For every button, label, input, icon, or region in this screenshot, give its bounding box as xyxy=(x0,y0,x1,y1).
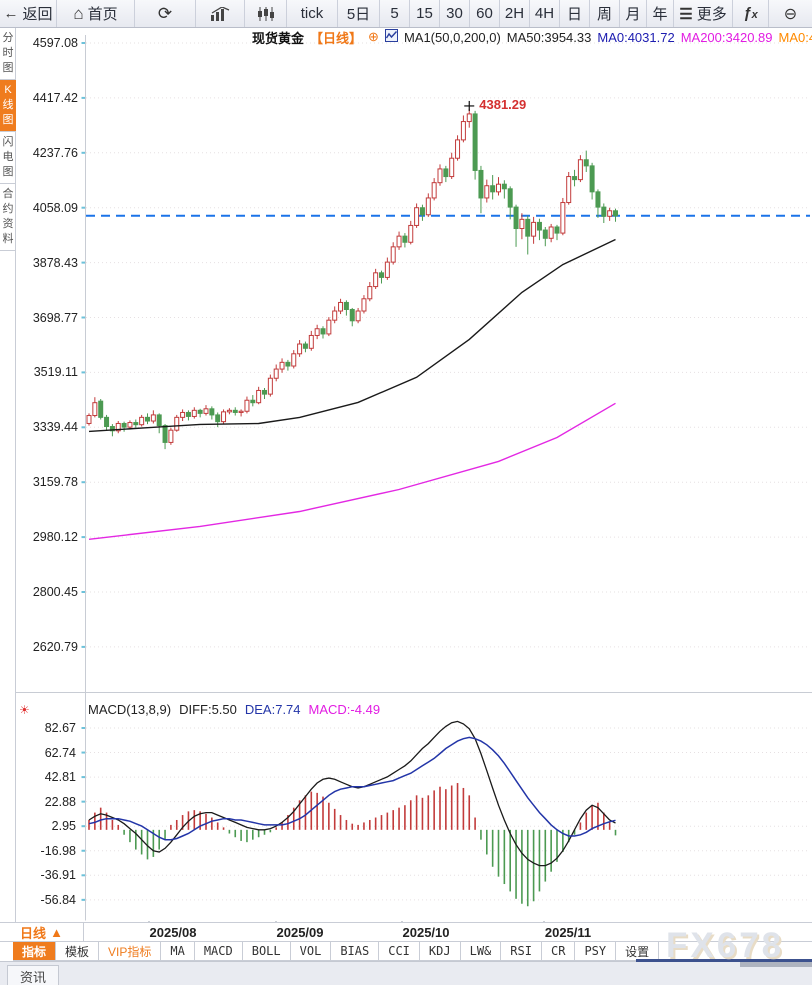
macd-axis-label: 22.88 xyxy=(44,794,76,809)
indicator-tab-VIP指标[interactable]: VIP指标 xyxy=(99,942,162,961)
toolbar-item-返回[interactable]: ← 返回 xyxy=(0,0,57,27)
indicator-tab-PSY[interactable]: PSY xyxy=(575,942,617,961)
indicator-tab-VOL[interactable]: VOL xyxy=(290,942,332,961)
ma-settings-label: MA1(50,0,200,0) xyxy=(403,29,501,45)
indicator-tab-模板[interactable]: 模板 xyxy=(56,942,100,961)
macd-settings-icon[interactable]: ☀ xyxy=(19,703,30,717)
period-selector[interactable]: 日线 ▲ xyxy=(0,923,84,942)
toolbar-item-5日[interactable]: 5日 xyxy=(338,0,380,27)
date-axis-label: 2025/09 xyxy=(276,925,324,940)
chevron-up-icon: ▲ xyxy=(50,924,63,940)
add-indicator-icon[interactable]: ⊕ xyxy=(368,29,379,44)
symbol-period: 【日线】 xyxy=(310,30,363,46)
date-axis-label: 2025/08 xyxy=(149,925,197,940)
macd-axis-label: 82.67 xyxy=(44,721,76,735)
ma50-value: MA50:3954.33 xyxy=(506,29,592,45)
indicator-tab-KDJ[interactable]: KDJ xyxy=(419,942,461,961)
toolbar-item-15[interactable]: 15 xyxy=(410,0,440,27)
toolbar-item-年[interactable]: 年 xyxy=(647,0,674,27)
toolbar-item-60[interactable]: 60 xyxy=(470,0,500,27)
toolbar-item-refresh-icon[interactable]: ⟳ xyxy=(135,0,196,27)
toolbar-item-首页[interactable]: ⌂ 首页 xyxy=(57,0,135,27)
toolbar-item-zoom-out-icon[interactable]: ⊖ xyxy=(783,5,798,23)
sidebar-item-分时图[interactable]: 分时图 xyxy=(0,28,16,80)
macd-axis-label: 62.74 xyxy=(44,745,76,760)
indicator-tab-RSI[interactable]: RSI xyxy=(501,942,542,961)
ma200-value: MA200:3420.89 xyxy=(680,29,773,45)
toolbar-item-30[interactable]: 30 xyxy=(440,0,470,27)
indicator-tab-BOLL[interactable]: BOLL xyxy=(242,942,291,961)
symbol-header: 现货黄金 【日线】 ⊕ MA1(50,0,200,0) MA50:3954.33 M… xyxy=(252,29,812,46)
top-toolbar: ← 返回 ⌂ 首页 ⟳ tick 5日 5 15 30 60 2H 4H 日周月年 ☰ 更多 ƒx ⊖ xyxy=(0,0,812,28)
toolbar-item-2H[interactable]: 2H xyxy=(500,0,530,27)
macd-axis-label: -56.84 xyxy=(40,892,76,907)
toolbar-item-fx-icon[interactable]: ƒx xyxy=(733,0,769,27)
price-axis-label: 3698.77 xyxy=(32,310,78,325)
macd-header: MACD(13,8,9) DIFF:5.50 DEA:7.74 MACD:-4.… xyxy=(88,702,380,717)
ma-indicator-icon[interactable] xyxy=(384,29,398,45)
status-bar: 资讯 xyxy=(0,961,812,985)
indicator-tab-指标[interactable]: 指标 xyxy=(13,942,57,961)
news-tab[interactable]: 资讯 xyxy=(7,965,59,985)
toolbar-item-bar-chart-icon[interactable] xyxy=(196,0,245,27)
sidebar-item-闪电图[interactable]: 闪电图 xyxy=(0,132,16,184)
macd-axis-label: 42.81 xyxy=(44,770,76,785)
toolbar-item-更多[interactable]: ☰ 更多 xyxy=(674,0,733,27)
indicator-tab-CCI[interactable]: CCI xyxy=(379,942,420,961)
toolbar-item-candlestick-icon[interactable] xyxy=(245,0,287,27)
price-axis-label: 3519.11 xyxy=(33,365,78,380)
price-axis-label: 3159.78 xyxy=(32,475,78,490)
price-axis-label: 3339.44 xyxy=(32,420,78,435)
toolbar-item-日[interactable]: 日 xyxy=(560,0,590,27)
scrollbar-thumb[interactable] xyxy=(740,962,812,967)
period-selector-label: 日线 xyxy=(20,925,47,941)
price-axis-label: 2800.45 xyxy=(32,585,78,599)
macd-hist-value: MACD:-4.49 xyxy=(308,702,381,717)
indicator-tab-MACD[interactable]: MACD xyxy=(194,942,243,961)
high-price-annotation: 4381.29 xyxy=(479,96,527,112)
price-axis-label: 2620.79 xyxy=(32,639,78,654)
toolbar-item-周[interactable]: 周 xyxy=(590,0,620,27)
indicator-tab-CR[interactable]: CR xyxy=(541,942,576,961)
toolbar-item-tick[interactable]: tick xyxy=(287,0,338,27)
indicator-tab-LW&[interactable]: LW& xyxy=(460,942,502,961)
macd-dea-value: DEA:7.74 xyxy=(244,702,301,717)
scrollbar-strip[interactable] xyxy=(636,959,812,962)
price-axis-label: 2980.12 xyxy=(32,530,78,545)
symbol-name: 现货黄金 xyxy=(252,30,305,46)
indicator-tab-MA[interactable]: MA xyxy=(161,942,195,961)
ma0-blue-value: MA0:4031.72 xyxy=(597,29,675,45)
toolbar-item-4H[interactable]: 4H xyxy=(530,0,560,27)
price-axis-label: 3878.43 xyxy=(32,255,78,270)
indicator-toolbar: 指标 模板 VIP指标 MA MACD BOLL VOL BIAS CCI KDJ LW& RSI CR… xyxy=(0,941,812,961)
date-axis-row: 日线 ▲ 2025/08 2025/09 2025/10 2025/11 xyxy=(0,922,812,942)
macd-diff-value: DIFF:5.50 xyxy=(179,702,237,717)
toolbar-item-月[interactable]: 月 xyxy=(620,0,647,27)
macd-axis-label: -36.91 xyxy=(40,868,76,883)
indicator-tab-BIAS[interactable]: BIAS xyxy=(331,942,380,961)
date-axis-label: 2025/11 xyxy=(544,925,592,940)
macd-axis-label: -16.98 xyxy=(40,843,76,858)
price-axis-label: 4058.09 xyxy=(32,200,78,215)
price-axis-label: 4597.08 xyxy=(32,36,78,50)
sidebar-item-合约资料[interactable]: 合约资料 xyxy=(0,184,16,251)
macd-title: MACD(13,8,9) xyxy=(88,702,172,717)
ma0-orange-value: MA0:4031.72 xyxy=(778,29,812,45)
macd-axis-label: 2.95 xyxy=(51,819,76,834)
price-axis-label: 4417.42 xyxy=(32,90,78,105)
price-axis-label: 4237.76 xyxy=(32,145,78,160)
toolbar-item-5[interactable]: 5 xyxy=(380,0,410,27)
date-axis-label: 2025/10 xyxy=(402,925,450,940)
